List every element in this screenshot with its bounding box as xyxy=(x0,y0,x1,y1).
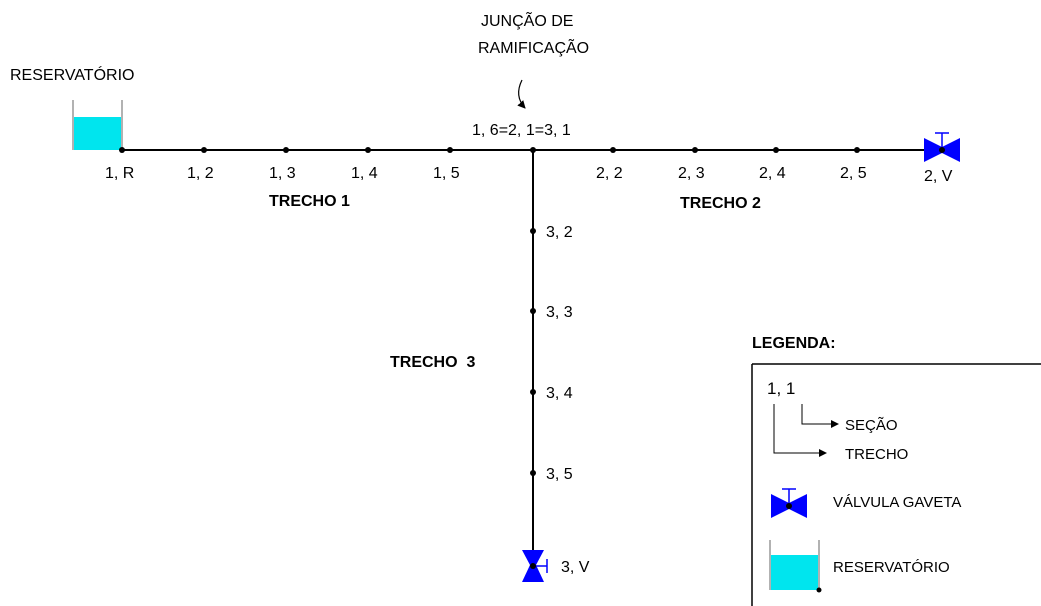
legend-reservoir-label: RESERVATÓRIO xyxy=(833,559,950,576)
junction-title-line2: RAMIFICAÇÃO xyxy=(478,37,589,57)
trecho-3-label: TRECHO 3 xyxy=(390,354,475,371)
node-label-1-2: 1, 2 xyxy=(187,165,214,182)
node-3-5 xyxy=(530,470,536,476)
legend-secao: SEÇÃO xyxy=(845,417,898,434)
junction-pointer-arrow xyxy=(517,79,526,109)
node-label-1-5: 1, 5 xyxy=(433,165,460,182)
node-2-2 xyxy=(610,147,616,153)
node-label-3-3: 3, 3 xyxy=(546,304,573,321)
node-label-3-2: 3, 2 xyxy=(546,224,573,241)
node-label-1-3: 1, 3 xyxy=(269,165,296,182)
node-3-4 xyxy=(530,389,536,395)
node-2-4 xyxy=(773,147,779,153)
legend-valve-label: VÁLVULA GAVETA xyxy=(833,494,961,511)
trecho-2-label: TRECHO 2 xyxy=(680,195,761,212)
gate-valve-icon xyxy=(522,550,548,582)
gate-valve-icon xyxy=(924,132,960,162)
node-2-5 xyxy=(854,147,860,153)
node-label-2-4: 2, 4 xyxy=(759,165,786,182)
node-label-2-3: 2, 3 xyxy=(678,165,705,182)
legend-example: 1, 1 xyxy=(767,379,795,398)
node-1-3 xyxy=(283,147,289,153)
node-2-3 xyxy=(692,147,698,153)
node-label-3-v: 3, V xyxy=(561,559,590,576)
arrow-right-icon xyxy=(801,404,839,428)
node-1-4 xyxy=(365,147,371,153)
legend-title: LEGENDA: xyxy=(752,335,836,352)
node-label-1-4: 1, 4 xyxy=(351,165,378,182)
node-label-3-4: 3, 4 xyxy=(546,385,573,402)
node-1-5 xyxy=(447,147,453,153)
arrow-right-icon xyxy=(773,404,827,457)
node-label-2-2: 2, 2 xyxy=(596,165,623,182)
trecho-1-label: TRECHO 1 xyxy=(269,193,350,210)
reservoir-title: RESERVATÓRIO xyxy=(10,65,134,84)
reservoir-icon xyxy=(72,100,123,150)
node-3-3 xyxy=(530,308,536,314)
junction-title-line1: JUNÇÃO DE xyxy=(481,10,573,30)
gate-valve-icon xyxy=(771,488,807,518)
node-label-2-v: 2, V xyxy=(924,168,953,185)
legend-box xyxy=(751,363,1041,606)
node-3-2 xyxy=(530,228,536,234)
node-1-2 xyxy=(201,147,207,153)
node-label-3-5: 3, 5 xyxy=(546,466,573,483)
junction-node-label: 1, 6=2, 1=3, 1 xyxy=(472,122,571,139)
junction-node xyxy=(530,147,536,153)
legend-trecho: TRECHO xyxy=(845,446,908,463)
node-label-1-r: 1, R xyxy=(105,165,134,182)
node-label-2-5: 2, 5 xyxy=(840,165,867,182)
reservoir-icon xyxy=(769,540,822,593)
node-1-r xyxy=(119,147,125,153)
